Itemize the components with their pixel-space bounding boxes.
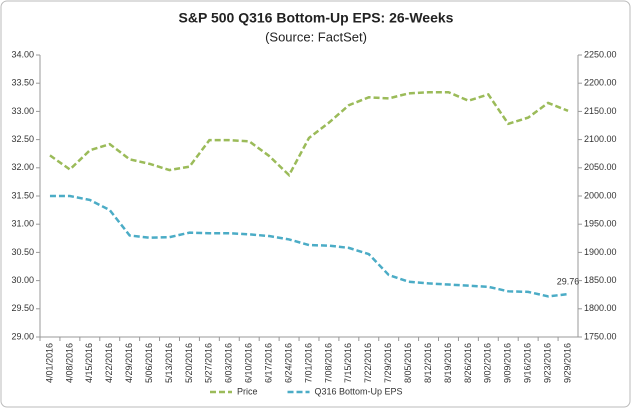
y-tick-label: 30.50 — [11, 247, 34, 257]
x-tick-label: 6/24/2016 — [283, 343, 293, 383]
y2-tick-label: 2000.00 — [584, 190, 617, 200]
y2-tick-label: 1750.00 — [584, 331, 617, 341]
y-tick-label: 31.00 — [11, 219, 34, 229]
x-tick-label: 6/17/2016 — [264, 343, 274, 383]
y-tick-label: 32.50 — [11, 134, 34, 144]
x-tick-label: 7/22/2016 — [363, 343, 373, 383]
x-tick-label: 7/08/2016 — [323, 343, 333, 383]
y2-tick-label: 2100.00 — [584, 134, 617, 144]
y-tick-label: 34.00 — [11, 49, 34, 59]
x-tick-label: 4/15/2016 — [84, 343, 94, 383]
y2-tick-label: 2200.00 — [584, 78, 617, 88]
legend-label: Price — [237, 386, 258, 396]
x-tick-label: 9/29/2016 — [562, 343, 572, 383]
x-tick-label: 8/26/2016 — [463, 343, 473, 383]
x-tick-label: 4/22/2016 — [104, 343, 114, 383]
x-tick-label: 4/01/2016 — [44, 343, 54, 383]
y2-tick-label: 1950.00 — [584, 219, 617, 229]
x-tick-label: 5/06/2016 — [144, 343, 154, 383]
y2-tick-label: 1900.00 — [584, 247, 617, 257]
x-tick-label: 6/10/2016 — [244, 343, 254, 383]
y-tick-label: 29.50 — [11, 303, 34, 313]
legend-label: Q316 Bottom-Up EPS — [315, 386, 403, 396]
x-tick-label: 8/19/2016 — [443, 343, 453, 383]
data-label: 29.76 — [557, 277, 580, 287]
y2-tick-label: 1850.00 — [584, 275, 617, 285]
y2-tick-label: 2050.00 — [584, 162, 617, 172]
y-tick-label: 29.00 — [11, 331, 34, 341]
x-tick-label: 4/08/2016 — [64, 343, 74, 383]
chart-subtitle: (Source: FactSet) — [265, 29, 367, 44]
x-tick-label: 8/12/2016 — [423, 343, 433, 383]
x-tick-label: 9/02/2016 — [483, 343, 493, 383]
x-tick-label: 9/23/2016 — [542, 343, 552, 383]
x-tick-label: 5/27/2016 — [204, 343, 214, 383]
x-tick-label: 7/15/2016 — [343, 343, 353, 383]
x-tick-label: 5/20/2016 — [184, 343, 194, 383]
series-line — [49, 90, 569, 178]
y-tick-label: 31.50 — [11, 190, 34, 200]
y2-tick-label: 2250.00 — [584, 49, 617, 59]
x-tick-label: 5/13/2016 — [164, 343, 174, 383]
y-tick-label: 33.50 — [11, 78, 34, 88]
y-tick-label: 33.00 — [11, 106, 34, 116]
x-tick-label: 7/29/2016 — [383, 343, 393, 383]
y-tick-label: 30.00 — [11, 275, 34, 285]
y2-tick-label: 1800.00 — [584, 303, 617, 313]
x-tick-label: 6/03/2016 — [224, 343, 234, 383]
x-tick-label: 9/16/2016 — [523, 343, 533, 383]
x-tick-label: 8/05/2016 — [403, 343, 413, 383]
chart-title: S&P 500 Q316 Bottom-Up EPS: 26-Weeks — [179, 10, 454, 26]
y2-tick-label: 2150.00 — [584, 106, 617, 116]
x-tick-label: 4/29/2016 — [124, 343, 134, 383]
series-line — [49, 194, 569, 298]
y-tick-label: 32.00 — [11, 162, 34, 172]
x-tick-label: 9/09/2016 — [503, 343, 513, 383]
x-tick-label: 7/01/2016 — [303, 343, 313, 383]
